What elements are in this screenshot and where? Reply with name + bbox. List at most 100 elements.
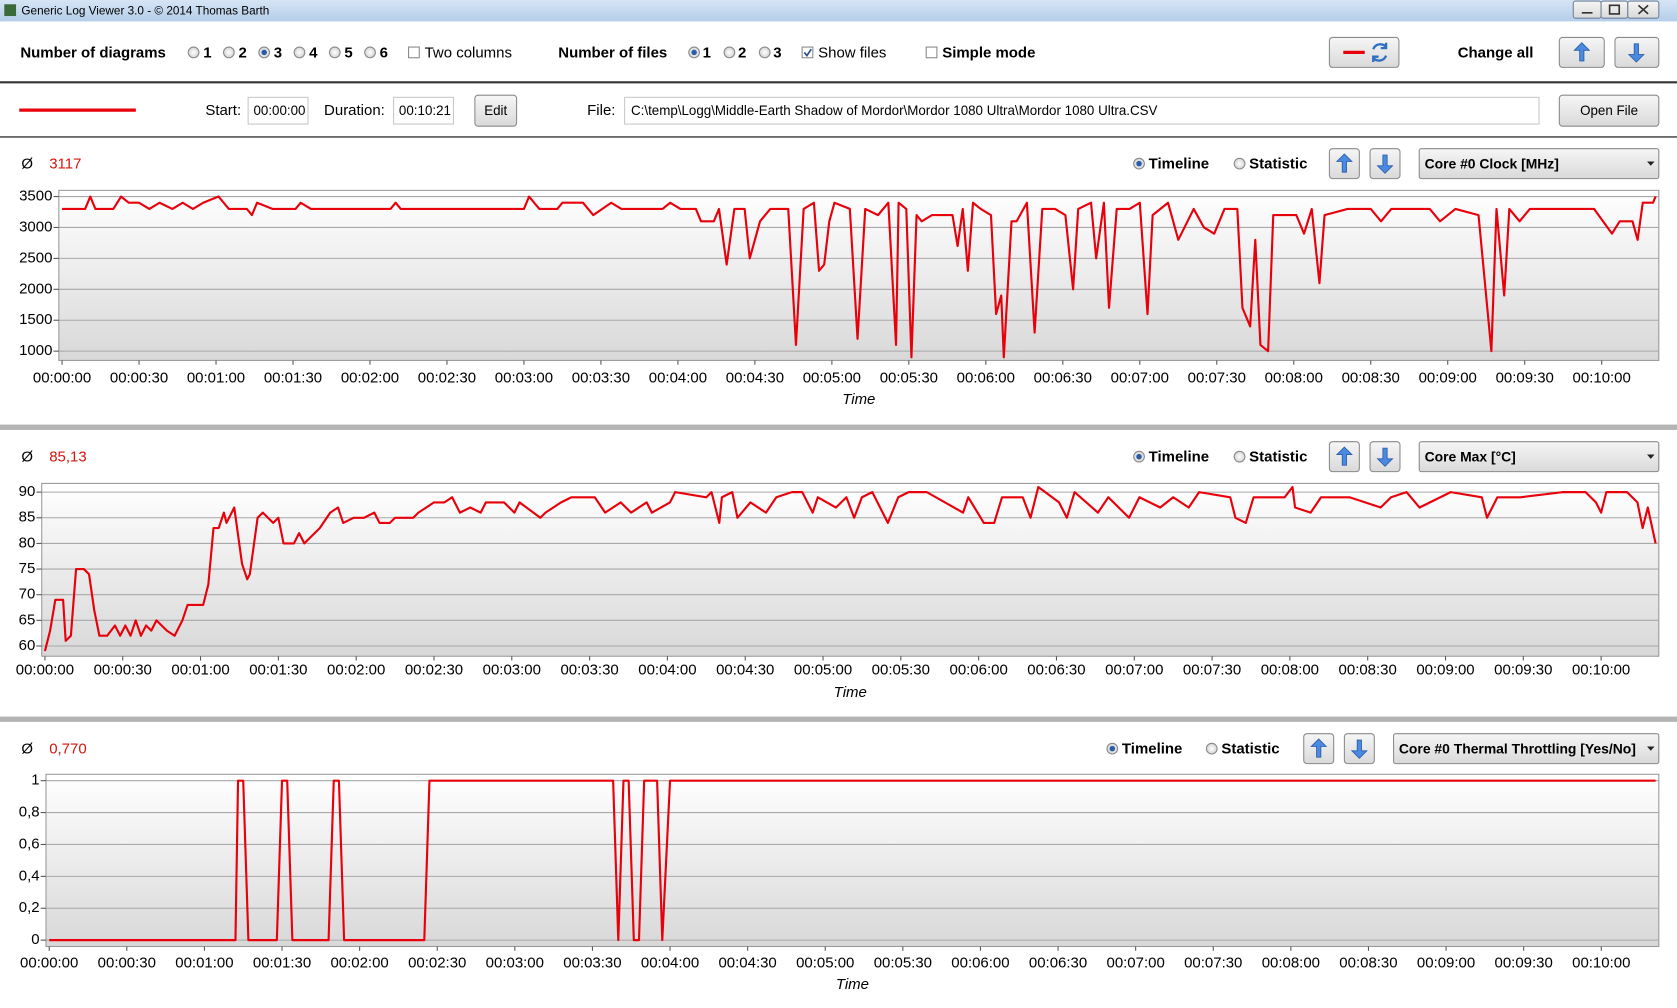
sensor-name: Core Max [°C] bbox=[1425, 448, 1516, 464]
open-file-button[interactable] bbox=[1558, 94, 1660, 127]
file-label: File: bbox=[587, 102, 615, 119]
x-tick-label: 00:08:30 bbox=[1342, 370, 1400, 387]
dropdown-caret bbox=[1647, 161, 1655, 166]
x-tick-label: 00:01:30 bbox=[253, 955, 311, 972]
y-tick-label: 0,8 bbox=[19, 804, 40, 821]
radio-button[interactable] bbox=[187, 46, 200, 59]
app-icon bbox=[4, 4, 17, 17]
y-tick-label: 0,2 bbox=[19, 899, 40, 916]
two-columns-checkbox[interactable] bbox=[408, 46, 420, 59]
radio-button[interactable] bbox=[1205, 742, 1218, 755]
title-bar bbox=[0, 0, 1677, 22]
x-tick-label: 00:02:30 bbox=[405, 662, 463, 679]
checkmark bbox=[803, 48, 812, 58]
open-file-label: Open File bbox=[1580, 103, 1638, 118]
x-tick-label: 00:04:30 bbox=[718, 955, 776, 972]
down-arrow-icon bbox=[1627, 43, 1645, 63]
window-title: Generic Log Viewer 3.0 - © 2014 Thomas B… bbox=[21, 4, 269, 17]
x-tick-label: 00:00:00 bbox=[20, 955, 78, 972]
diagram-panel: Ø 85,13 Timeline Statistic Core Max [°C] 60 65… bbox=[16, 441, 1660, 701]
simple-mode-checkbox[interactable] bbox=[925, 46, 938, 59]
y-tick-label: 0 bbox=[31, 931, 39, 948]
x-tick-label: 00:07:30 bbox=[1183, 662, 1241, 679]
radio-button[interactable] bbox=[293, 46, 306, 59]
view-option: Statistic bbox=[1221, 741, 1279, 758]
panel-splitter[interactable] bbox=[0, 424, 1677, 430]
minimize-button[interactable] bbox=[1572, 0, 1602, 19]
radio-dot bbox=[691, 49, 697, 56]
plot-area bbox=[45, 773, 1660, 948]
file-input[interactable] bbox=[624, 96, 1540, 125]
x-tick-label: 00:02:00 bbox=[330, 955, 388, 972]
y-tick-label: 3500 bbox=[19, 188, 52, 205]
sensor-dropdown[interactable] bbox=[1393, 733, 1660, 765]
file-radios: 1 2 3 bbox=[688, 44, 782, 61]
y-tick-label: 0,4 bbox=[19, 867, 40, 884]
average-value: 0,770 bbox=[49, 741, 86, 758]
edit-label: Edit bbox=[484, 103, 507, 118]
up-arrow-icon bbox=[1335, 446, 1353, 466]
radio-button[interactable] bbox=[223, 46, 235, 59]
diagram-option: 3 bbox=[274, 44, 282, 61]
y-tick-label: 65 bbox=[19, 611, 36, 628]
view-option: Timeline bbox=[1149, 156, 1209, 173]
start-input[interactable] bbox=[247, 96, 309, 125]
x-tick-label: 00:08:30 bbox=[1339, 955, 1397, 972]
x-tick-label: 00:04:30 bbox=[726, 370, 784, 387]
file-option: 3 bbox=[773, 44, 781, 61]
down-arrow-icon bbox=[1376, 447, 1394, 467]
x-axis-title: Time bbox=[842, 391, 875, 408]
simple-mode-label: Simple mode bbox=[942, 44, 1035, 61]
y-tick-label: 3000 bbox=[19, 218, 52, 235]
radio-button[interactable] bbox=[1233, 450, 1246, 463]
x-tick-label: 00:05:30 bbox=[874, 955, 932, 972]
x-tick-label: 00:04:00 bbox=[641, 955, 699, 972]
radio-button[interactable] bbox=[1233, 157, 1246, 170]
down-arrow-icon bbox=[1350, 739, 1368, 759]
x-tick-label: 00:03:30 bbox=[563, 955, 621, 972]
x-tick-label: 00:04:00 bbox=[649, 370, 707, 387]
maximize-button[interactable] bbox=[1600, 0, 1629, 19]
x-tick-label: 00:00:00 bbox=[33, 370, 91, 387]
x-tick-label: 00:07:30 bbox=[1188, 370, 1246, 387]
panel-splitter[interactable] bbox=[0, 716, 1677, 722]
two-columns-label: Two columns bbox=[425, 44, 512, 61]
sensor-dropdown[interactable] bbox=[1418, 441, 1660, 473]
y-tick-label: 90 bbox=[19, 483, 36, 500]
average-symbol: Ø bbox=[21, 449, 33, 466]
y-tick-label: 80 bbox=[19, 534, 36, 551]
radio-button[interactable] bbox=[364, 46, 376, 59]
show-files-checkbox[interactable] bbox=[801, 46, 814, 59]
files-label: Number of files bbox=[558, 44, 667, 61]
down-arrow-icon bbox=[1376, 154, 1394, 174]
edit-button[interactable] bbox=[474, 94, 518, 127]
y-tick-label: 1500 bbox=[19, 311, 52, 328]
radio-button[interactable] bbox=[328, 46, 341, 59]
x-tick-label: 00:09:00 bbox=[1417, 955, 1475, 972]
diagrams-label: Number of diagrams bbox=[20, 44, 166, 61]
x-tick-label: 00:04:00 bbox=[638, 662, 696, 679]
change-all-label: Change all bbox=[1458, 44, 1534, 61]
average-value: 3117 bbox=[49, 156, 81, 173]
x-tick-label: 00:04:30 bbox=[716, 662, 774, 679]
dropdown-caret bbox=[1647, 454, 1655, 459]
radio-button[interactable] bbox=[758, 46, 771, 59]
y-tick-label: 75 bbox=[19, 560, 36, 577]
dropdown-caret bbox=[1647, 746, 1655, 751]
diagram-option: 6 bbox=[380, 44, 388, 61]
window-button-glyphs bbox=[1581, 4, 1649, 15]
duration-label: Duration: bbox=[324, 102, 385, 119]
x-tick-label: 00:09:30 bbox=[1495, 955, 1553, 972]
sensor-dropdown[interactable] bbox=[1418, 148, 1660, 180]
x-tick-label: 00:02:30 bbox=[418, 370, 476, 387]
x-tick-label: 00:03:30 bbox=[572, 370, 630, 387]
x-tick-label: 00:08:30 bbox=[1339, 662, 1397, 679]
x-tick-label: 00:05:00 bbox=[803, 370, 861, 387]
x-tick-label: 00:03:00 bbox=[495, 370, 553, 387]
duration-input[interactable] bbox=[393, 96, 455, 125]
x-tick-label: 00:08:00 bbox=[1262, 955, 1320, 972]
radio-button[interactable] bbox=[723, 46, 736, 59]
x-tick-label: 00:06:30 bbox=[1027, 662, 1085, 679]
